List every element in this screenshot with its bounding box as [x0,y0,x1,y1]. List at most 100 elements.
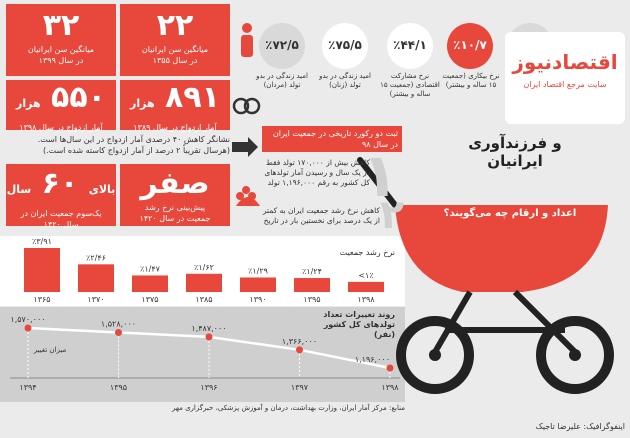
stat-box: ۳۲ میانگین سن ایرانیان در سال ۱۳۹۹ [6,4,116,76]
records-heading: ثبت دو رکورد تاریخی در جمعیت ایران در سا… [262,126,402,152]
bar [24,248,60,292]
stroller-hub [429,349,441,361]
bar-chart-title: نرخ رشد جمعیت [339,248,395,257]
bar [186,273,222,292]
stat-unit: سال [6,183,32,196]
bar [294,278,330,292]
stroller-wheel [536,316,614,394]
x-tick-label: ۱۳۹۵ [110,383,127,392]
point-label: ۱,۱۹۶,۰۰۰ [355,355,390,364]
logo-tagline: سایت مرجع اقتصاد ایران [523,80,607,89]
indicator-value: ٪۱۰/۷ [453,38,487,52]
point [24,324,32,332]
x-tick-label: ۱۳۹۸ [381,383,399,392]
x-tick-label: ۱۳۹۸ [357,295,375,304]
stat-value: ۸۹۱ [165,80,220,115]
indicator-label: امید زندگی در بدو تولد (زنان) [319,72,371,89]
person-icon [242,23,252,33]
stat-label: پیش‌بینی نرخ رشد [144,203,206,212]
bar-value-label: ٪۲/۴۶ [86,253,106,262]
logo: اقتصادنیوز سایت مرجع اقتصاد ایران [505,32,625,124]
x-tick-label: ۱۳۹۵ [303,295,320,304]
point [115,328,122,336]
title-line: و فرزندآوری [468,134,562,152]
bar-value-label: ٪۱/۲۴ [302,267,322,276]
stroller-wheel [396,316,474,394]
note-line: (هرسال تقریباً ۲ درصد از آمار ازدواج کاس… [42,146,230,155]
indicator-value: ٪۷۵/۵ [328,38,362,52]
stat-box: ۲۲ میانگین سن ایرانیان در سال ۱۳۵۵ [120,4,230,76]
record-number: ۱ [362,141,399,211]
stat-value: ۵۵۰ [51,80,106,115]
x-tick-label: ۱۳۷۵ [141,295,158,304]
stat-label: در سال ۱۳۵۵ [152,56,198,65]
title: و فرزندآوری ایرانیان [430,134,600,170]
annotation: میزان تغییر [33,346,67,354]
stroller-frame [432,289,578,355]
bar-value-label: ٪۱/۴۷ [140,264,161,273]
stat-box: ۵۵۰ هزار آمار ازدواج در سال ۱۳۹۸ [6,80,116,132]
stat-row: بالای ۶۰ سال [6,166,116,208]
logo-name: اقتصادنیوز [512,50,618,74]
stat-value: ۳۲ [42,8,80,43]
point [386,364,394,372]
note: نشانگر کاهش ۴۰ درصدی آمار ازدواج در این … [6,134,230,160]
stat-value: ۲۲ [156,8,194,43]
bar-band [0,236,405,306]
point-label: ۱,۵۲۸,۰۰۰ [101,319,136,328]
bar [240,277,276,292]
indicator-label: نرخ بیکاری (جمعیت ۱۵ ساله و بیشتر) [442,72,500,89]
stat-label: در سال ۱۳۹۹ [38,56,84,65]
subtitle: اعداد و ارقام چه می‌گویند؟ [443,208,577,219]
bar-value-label: ٪۱/۲۹ [248,266,268,275]
stat-row: ۸۹۱ هزار [120,80,230,122]
bar-value-label: <۱٪ [358,271,373,280]
stat-label: یک‌سوم جمعیت ایران در [20,209,102,218]
stat-label: سال ۱۴۲۰ [43,220,79,229]
indicator-value: ٪۴۴/۱ [393,38,427,52]
stat-label: آمار ازدواج در سال ۱۳۸۹ [133,123,217,132]
stat-label: میانگین سن ایرانیان [27,45,95,54]
record-number: ۲ [380,192,404,238]
indicator-value: ٪۷۲/۵ [265,38,299,52]
indicator-circle [387,23,433,69]
x-tick-label: ۱۳۸۵ [195,295,212,304]
stat-unit: هزار [130,97,155,110]
x-tick-label: ۱۳۶۵ [33,295,50,304]
stroller-basket [395,205,608,292]
arrow-icon [232,137,258,157]
bar-value-label: ٪۱/۶۲ [194,263,214,272]
rings-icon [232,97,250,115]
point [296,346,303,354]
stat-row: ۵۵۰ هزار [6,80,116,122]
indicator-circle [447,23,493,69]
line-chart-title: روند تغییرات تعداد تولدهای کل کشور (نفر) [323,310,395,339]
stat-value: صفر [140,166,210,201]
x-tick-label: ۱۳۹۷ [291,383,309,392]
credit: اینفوگرافیک: علیرضا تاجیک [535,422,625,431]
bar [348,281,384,292]
rings-icon [243,97,261,115]
point-label: ۱,۵۷۰,۰۰۰ [10,315,45,324]
stat-box: صفر پیش‌بینی نرخ رشد جمعیت در سال ۱۴۲۰ [120,164,230,226]
indicator-circle [259,23,305,69]
stat-label: آمار ازدواج در سال ۱۳۹۸ [19,123,103,132]
x-tick-label: ۱۳۹۶ [200,383,217,392]
source: منابع: مرکز آمار ایران، وزارت بهداشت، در… [172,404,405,412]
bar [78,264,114,292]
title-line: ایرانیان [487,152,543,170]
x-tick-label: ۱۳۹۰ [249,295,266,304]
line-band [0,307,405,402]
indicator-label: نرخ مشارکت اقتصادی (جمعیت ۱۵ ساله و بیشت… [380,72,440,98]
stat-box: ۸۹۱ هزار آمار ازدواج در سال ۱۳۸۹ [120,80,230,132]
stat-prefix: بالای [88,183,116,196]
x-tick-label: ۱۳۹۴ [19,383,36,392]
record-text: کاهش بیش از ۱۷۰,۰۰۰ تولد فقط در یک سال و… [264,158,370,187]
bar [132,275,168,292]
indicator-label: امید زندگی در بدو تولد (مردان) [256,72,308,89]
stroller-hub [569,349,581,361]
crowd-icon [236,186,260,206]
indicator-circle [322,23,368,69]
point [205,333,213,341]
